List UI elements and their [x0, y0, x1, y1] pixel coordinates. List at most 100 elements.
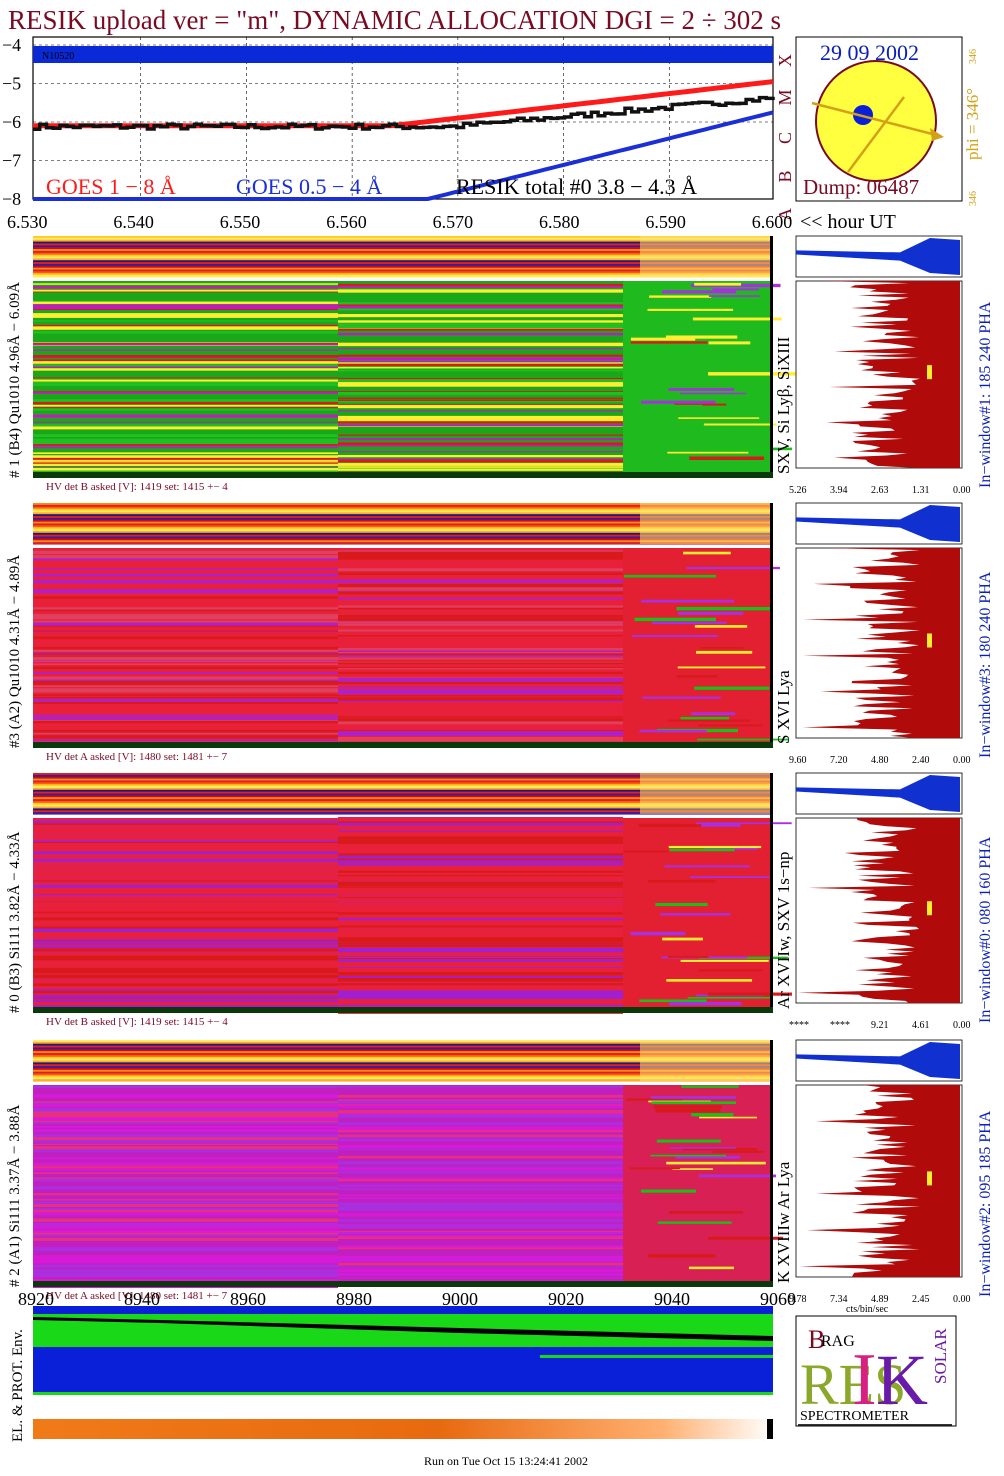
flare-line — [669, 1001, 742, 1006]
spectrogram-line — [338, 729, 623, 731]
spectrogram-strip-row — [33, 542, 773, 545]
spectrogram-line — [33, 882, 338, 885]
spectrogram-strip-row — [33, 241, 773, 245]
spectrogram-line — [338, 830, 623, 832]
spectrogram-line — [33, 579, 338, 583]
env-left-label: EL. & PROT. Env. — [10, 1329, 26, 1442]
logo-frame — [795, 1315, 957, 1427]
flare-line — [698, 969, 763, 972]
spectrogram-strip-row — [33, 1069, 773, 1073]
spectrogram-line — [338, 1140, 623, 1142]
window-marker — [927, 901, 932, 916]
spectrogram-line — [33, 359, 338, 362]
spectrogram-strip-row — [33, 1073, 773, 1077]
spectrogram-line — [338, 716, 623, 718]
spectrogram-line — [33, 408, 338, 411]
spectrogram-strip-row — [33, 782, 773, 785]
legend-goes-long: GOES 1 − 8 Å — [46, 174, 176, 199]
flare-line — [681, 1085, 739, 1088]
spectrogram-line — [33, 948, 338, 952]
spectrogram-strip-row — [33, 1041, 773, 1045]
spectrogram-strip-row — [33, 778, 773, 782]
spectrogram-line — [338, 302, 623, 305]
spectrogram-line — [33, 946, 338, 949]
spectrogram-line — [33, 683, 338, 686]
spectrogram-line — [33, 1113, 338, 1117]
spectrogram-strip-row — [33, 530, 773, 534]
env-tick-label: 9000 — [442, 1289, 478, 1309]
spectrogram-line — [338, 903, 623, 906]
flare-line — [692, 317, 782, 321]
spectrogram-line — [338, 1114, 623, 1118]
spectrogram-line — [338, 1194, 623, 1196]
spectrogram-line — [33, 735, 338, 739]
spectrogram-line — [338, 996, 623, 999]
spectrogram-line — [33, 1218, 338, 1222]
spectrogram-line — [33, 926, 338, 930]
pha-distribution — [796, 1042, 960, 1079]
spectrogram-line — [33, 306, 338, 310]
spectrogram-line — [33, 698, 338, 702]
spectrogram-line — [33, 470, 338, 474]
spectrogram-line — [338, 1205, 623, 1208]
flare-line — [666, 979, 753, 982]
spectrogram-line — [33, 1186, 338, 1190]
spectrogram-line — [338, 342, 623, 346]
spectrogram-line — [33, 1208, 338, 1211]
flare-line — [629, 1167, 680, 1170]
spectrogram-line — [338, 397, 623, 399]
spectrogram-line — [33, 1117, 338, 1121]
phi-small-top: 346 — [968, 49, 979, 64]
spectrogram-line — [33, 1157, 338, 1160]
env-tick-label: 8940 — [124, 1289, 160, 1309]
spectrogram-line — [33, 717, 338, 721]
spectrogram-line — [338, 886, 623, 888]
spectrogram-line — [338, 354, 623, 357]
spectrogram-line — [33, 823, 338, 825]
time-tick-label: 6.560 — [326, 212, 367, 232]
lightcurve-y-ticks: −4 −5 −6 −7 −8 — [2, 35, 21, 209]
spectrogram-line — [338, 1155, 623, 1159]
spectrogram-strip-row — [33, 802, 773, 806]
logo-fineprint — [798, 1424, 952, 1426]
spectrogram-line — [33, 1178, 338, 1182]
spectrogram-line — [338, 662, 623, 665]
spectrogram-line — [33, 1094, 338, 1098]
spectrogram-strip-row — [33, 1040, 773, 1043]
spectrogram-line — [33, 1279, 338, 1282]
spectrogram-line — [338, 551, 623, 555]
spectrogram-line — [338, 1099, 623, 1102]
spectrogram-line — [33, 364, 338, 368]
spectrogram-line — [338, 1178, 623, 1182]
spectrogram-strip-row — [33, 503, 773, 506]
spectrogram-strip-row — [33, 787, 773, 791]
spectrogram-line — [338, 583, 623, 587]
time-tick-label: 6.600 — [752, 212, 793, 232]
spectrogram-strip-row — [33, 1067, 773, 1071]
spectrogram-line — [338, 1170, 623, 1174]
spectrogram-line — [338, 661, 623, 663]
env-tick-label: 8920 — [18, 1289, 54, 1309]
spectrogram-line — [338, 976, 623, 978]
time-tick-label: 6.580 — [539, 212, 580, 232]
spectrogram-line — [338, 591, 623, 595]
flare-line — [638, 823, 702, 828]
flare-brightening — [640, 236, 773, 277]
logo-res: RES — [800, 1352, 906, 1417]
in-window-label: In−window#0: 080 160 PHA — [977, 836, 994, 1023]
flare-line — [690, 876, 770, 878]
spectrogram-strip-row — [33, 506, 773, 510]
spectrogram-line — [33, 1107, 338, 1112]
channel-left-label: #3 (A2) Qu1010 4.31Å − 4.89Å — [7, 555, 23, 748]
spectrogram-line — [338, 1266, 623, 1268]
spectrogram-line — [338, 920, 623, 922]
spectrogram-line — [33, 589, 338, 592]
class-letter-a: A — [775, 208, 795, 221]
spectrogram-line — [33, 859, 338, 862]
flare-line — [662, 937, 703, 941]
spectrogram-line — [338, 940, 623, 943]
spectrogram-line — [33, 1102, 338, 1105]
spectrogram-line — [33, 283, 338, 285]
spectrogram-line — [33, 976, 338, 979]
spectrogram-line — [338, 1272, 623, 1276]
